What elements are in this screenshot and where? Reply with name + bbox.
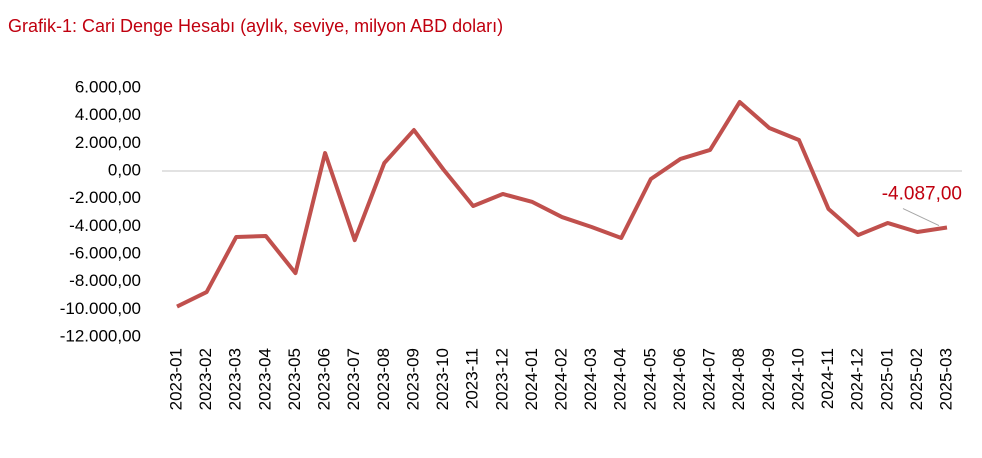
- x-tick-label: 2023-09: [403, 348, 422, 410]
- x-tick-label: 2023-04: [255, 348, 274, 410]
- x-tick-label: 2023-06: [315, 348, 334, 410]
- y-tick-label: -12.000,00: [60, 326, 141, 345]
- y-tick-label: -10.000,00: [60, 299, 141, 318]
- x-tick-label: 2023-01: [166, 348, 185, 410]
- x-tick-label: 2024-12: [848, 348, 867, 410]
- x-tick-label: 2024-09: [759, 348, 778, 410]
- x-tick-label: 2025-02: [907, 348, 926, 410]
- label-leader: [902, 208, 940, 226]
- x-tick-label: 2025-01: [877, 348, 896, 410]
- x-tick-label: 2023-10: [433, 348, 452, 410]
- y-tick-label: -6.000,00: [69, 243, 141, 262]
- x-tick-label: 2024-01: [522, 348, 541, 410]
- x-tick-label: 2024-07: [700, 348, 719, 410]
- y-tick-label: -2.000,00: [69, 188, 141, 207]
- x-tick-label: 2023-02: [196, 348, 215, 410]
- y-tick-label: 4.000,00: [75, 105, 141, 124]
- value-label: -4.087,00: [882, 184, 962, 205]
- y-tick-label: 6.000,00: [75, 77, 141, 96]
- x-tick-label: 2023-03: [226, 348, 245, 410]
- x-tick-label: 2023-12: [492, 348, 511, 410]
- y-tick-label: 0,00: [108, 160, 141, 179]
- x-tick-label: 2024-04: [611, 348, 630, 410]
- x-tick-label: 2023-08: [374, 348, 393, 410]
- x-tick-label: 2025-03: [936, 348, 955, 410]
- y-tick-label: 2.000,00: [75, 133, 141, 152]
- x-tick-label: 2024-11: [818, 348, 837, 409]
- data-line: [176, 99, 948, 309]
- y-tick-label: -4.000,00: [69, 216, 141, 235]
- x-tick-label: 2024-05: [640, 348, 659, 410]
- x-tick-label: 2023-05: [285, 348, 304, 410]
- chart-title: Grafik-1: Cari Denge Hesabı (aylık, sevi…: [8, 16, 503, 36]
- x-tick-label: 2024-08: [729, 348, 748, 410]
- x-tick-label: 2024-03: [581, 348, 600, 410]
- x-tick-label: 2023-07: [344, 348, 363, 410]
- x-tick-label: 2024-06: [670, 348, 689, 410]
- x-tick-label: 2023-11: [463, 348, 482, 409]
- x-tick-label: 2024-02: [551, 348, 570, 410]
- y-tick-label: -8.000,00: [69, 271, 141, 290]
- x-tick-label: 2024-10: [788, 348, 807, 410]
